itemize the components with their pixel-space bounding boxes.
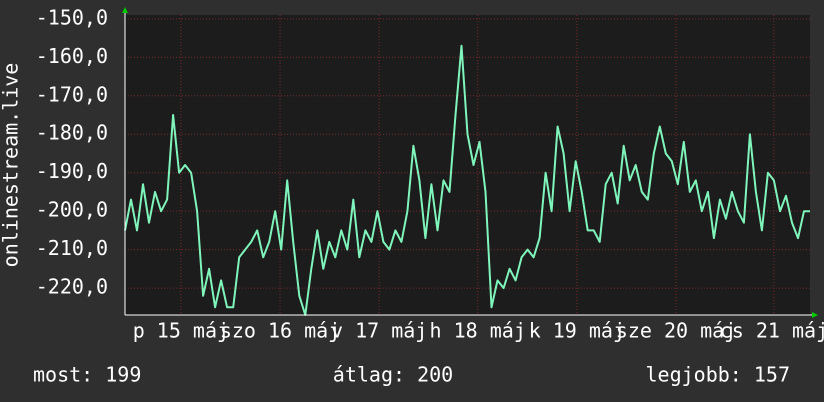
y-tick-label: -210,0 xyxy=(36,236,108,260)
x-tick-label: p 15 máj xyxy=(133,319,229,343)
y-tick-label: -160,0 xyxy=(36,44,108,68)
x-tick-label: cs 21 máj xyxy=(720,319,824,343)
x-tick-label: sze 20 máj xyxy=(616,319,736,343)
stat-average: átlag: 200 xyxy=(333,363,453,387)
x-tick-label: k 19 máj xyxy=(529,319,625,343)
plot-area xyxy=(125,15,810,315)
y-arrow xyxy=(122,7,128,13)
series-line xyxy=(124,44,810,316)
y-axis-title: onlinestream.live xyxy=(0,63,23,268)
plot xyxy=(124,15,810,316)
stat-best: legjobb: 157 xyxy=(646,363,791,387)
x-tick-label: szo 16 máj xyxy=(220,319,340,343)
y-tick-label: -180,0 xyxy=(36,121,108,145)
y-tick-label: -200,0 xyxy=(36,198,108,222)
x-tick-label: v 17 máj xyxy=(331,319,427,343)
y-tick-label: -170,0 xyxy=(36,82,108,106)
x-tick-label: h 18 máj xyxy=(430,319,526,343)
x-arrow xyxy=(812,312,818,318)
y-tick-label: -190,0 xyxy=(36,159,108,183)
y-tick-label: -220,0 xyxy=(36,275,108,299)
stat-current: most: 199 xyxy=(33,363,141,387)
y-tick-label: -150,0 xyxy=(36,5,108,29)
